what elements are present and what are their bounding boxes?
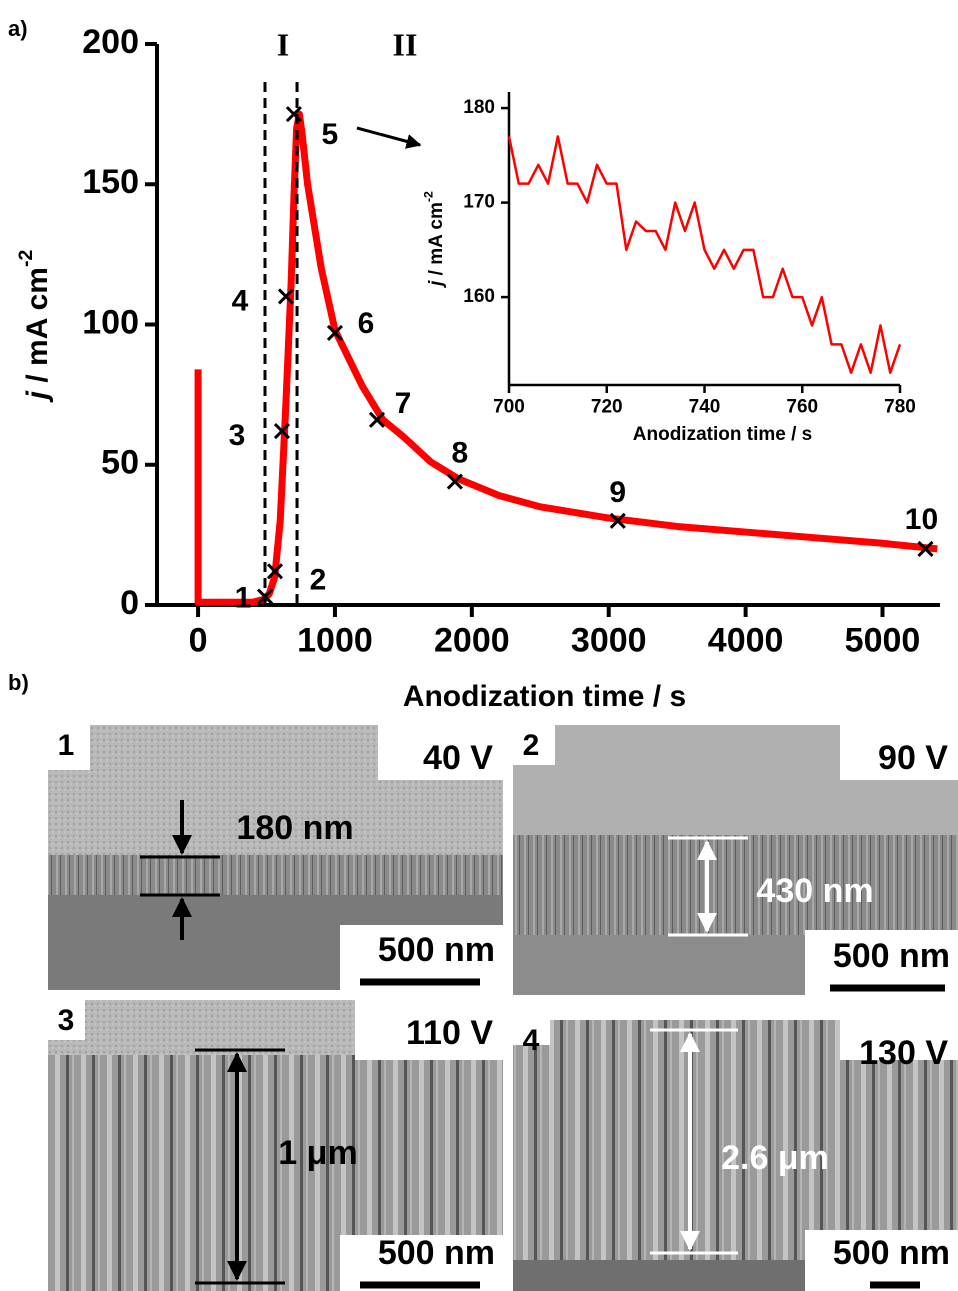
point-label: 5 (322, 118, 339, 151)
x-tick-label: 3000 (571, 621, 647, 659)
data-line (507, 135, 902, 374)
x-tick-label: 1000 (297, 621, 373, 659)
inset-chart: 160 170 180 700 720 740 760 780 Anodization time… (422, 92, 916, 445)
y-label-symbol: j (426, 280, 447, 289)
thickness-label: 1 μm (278, 1134, 357, 1172)
y-label-unit: / mA cm (426, 202, 447, 281)
y-tick-label: 160 (463, 286, 495, 307)
point-label: 9 (609, 476, 626, 509)
sem-layer (48, 855, 503, 895)
point-label: 6 (358, 307, 375, 340)
scale-bar-label: 500 nm (833, 1234, 950, 1272)
point-marker (609, 512, 626, 529)
scale-bar-label: 500 nm (833, 937, 950, 975)
panel-label: b) (8, 670, 29, 695)
y-tick-label: 0 (120, 584, 139, 622)
sem-image: 3 110 V 500 nm 1 μm (48, 1000, 503, 1291)
label-box (805, 930, 958, 995)
point-label: 2 (310, 563, 327, 596)
point-marker (266, 563, 284, 580)
point-marker (285, 106, 302, 123)
label-box (378, 725, 503, 780)
y-label-symbol: j (21, 390, 54, 403)
label-box (355, 1000, 503, 1060)
y-tick-label: 150 (82, 163, 139, 201)
region-label: II (393, 26, 418, 62)
y-tick-label: 170 (463, 192, 495, 213)
label-box (513, 1010, 550, 1045)
y-label-unit: / mA cm (21, 267, 54, 391)
point-label: 1 (235, 582, 252, 615)
sem-image: 4 130 V 500 nm 2.6 μm (513, 1010, 958, 1291)
label-box (840, 1020, 958, 1060)
x-tick-label: 760 (786, 396, 818, 417)
point-marker (917, 540, 934, 557)
panel-label: a) (8, 16, 28, 41)
y-tick-label: 50 (101, 444, 139, 482)
scale-bar-label: 500 nm (378, 931, 495, 969)
point-label: 10 (905, 503, 938, 536)
panel-number: 1 (58, 729, 75, 762)
point-marker (273, 423, 291, 440)
x-tick-label: 720 (591, 396, 623, 417)
point-label: 4 (232, 284, 249, 317)
point-marker (277, 288, 295, 305)
point-label: 3 (229, 419, 246, 452)
point-marker (368, 411, 386, 428)
thickness-label: 180 nm (236, 809, 353, 847)
x-tick-label: 780 (884, 396, 916, 417)
point-label: 8 (452, 437, 469, 470)
point-marker (446, 473, 463, 490)
x-tick-label: 0 (189, 621, 208, 659)
y-label-exponent: -2 (422, 191, 436, 202)
label-box (513, 725, 555, 765)
voltage-label: 110 V (406, 1014, 493, 1052)
thickness-label: 2.6 μm (721, 1139, 829, 1177)
y-label-exponent: -2 (15, 250, 37, 267)
y-axis-label: j / mA cm-2 (15, 250, 54, 404)
y-tick-label: 200 (82, 23, 139, 61)
y-tick-label: 100 (82, 303, 139, 341)
thickness-label: 430 nm (756, 872, 873, 910)
panel-number: 4 (523, 1024, 540, 1057)
label-box (840, 725, 958, 780)
x-tick-label: 5000 (845, 621, 921, 659)
panel-number: 3 (58, 1004, 75, 1037)
y-axis-label: j / mA cm-2 (422, 191, 447, 289)
point-marker (326, 324, 344, 341)
x-tick-label: 740 (689, 396, 721, 417)
point-label: 7 (395, 387, 412, 420)
scale-bar-label: 500 nm (378, 1234, 495, 1272)
x-tick-label: 4000 (708, 621, 784, 659)
voltage-label: 40 V (423, 739, 493, 777)
sem-panels: 1 40 V 500 nm 180 nm 2 90 V 500 nm 430 nm 3 110 V… (48, 725, 958, 1291)
sem-image: 1 40 V 500 nm 180 nm (48, 725, 503, 990)
y-tick-label: 180 (463, 97, 495, 118)
sem-image: 2 90 V 500 nm 430 nm (513, 725, 958, 995)
label-box (48, 725, 90, 770)
label-box (805, 1230, 958, 1291)
region-label: I (277, 26, 289, 62)
x-tick-label: 700 (493, 396, 525, 417)
voltage-label: 90 V (878, 739, 948, 777)
panel-number: 2 (523, 729, 540, 762)
voltage-label: 130 V (859, 1034, 948, 1072)
inset-arrow (356, 126, 422, 149)
label-box (48, 1000, 85, 1040)
x-axis-label: Anodization time / s (403, 680, 686, 713)
x-axis-label: Anodization time / s (633, 424, 812, 445)
sem-layer (513, 835, 958, 935)
x-tick-label: 2000 (434, 621, 510, 659)
point-marker (256, 588, 274, 605)
data-line (194, 110, 938, 606)
